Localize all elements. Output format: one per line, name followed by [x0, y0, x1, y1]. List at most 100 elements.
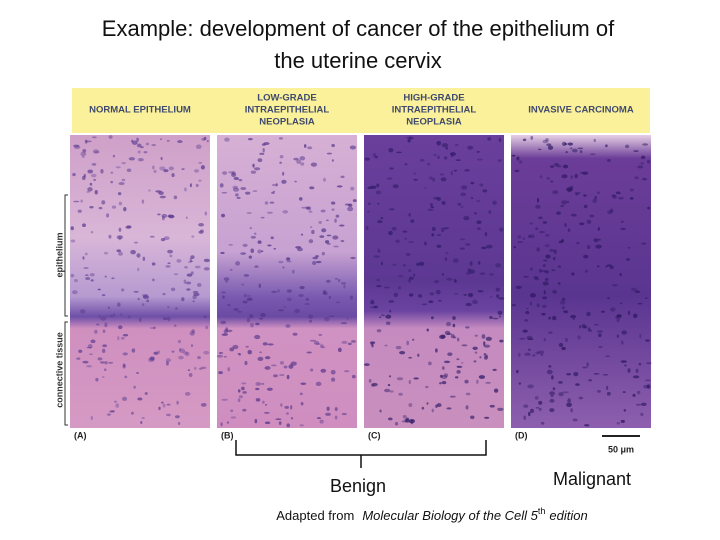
cell-nucleus — [338, 278, 341, 283]
cell-nucleus — [148, 189, 151, 192]
cell-nucleus — [328, 295, 332, 300]
cell-nucleus — [330, 369, 336, 375]
cell-nucleus — [467, 268, 471, 272]
panel-letter: (D) — [515, 430, 528, 440]
cell-nucleus — [567, 399, 572, 403]
cell-nucleus — [230, 416, 237, 419]
cell-nucleus — [405, 419, 410, 423]
cell-nucleus — [163, 169, 169, 173]
cell-nucleus — [101, 200, 106, 205]
cell-nucleus — [159, 195, 166, 199]
cell-nucleus — [430, 206, 435, 209]
cell-nucleus — [626, 257, 631, 261]
cell-nucleus — [472, 299, 478, 305]
cell-nucleus — [561, 297, 566, 302]
cell-nucleus — [445, 146, 448, 150]
cell-nucleus — [121, 288, 125, 292]
cell-nucleus — [137, 267, 140, 272]
cell-nucleus — [616, 422, 621, 425]
cell-nucleus — [544, 277, 549, 281]
cell-nucleus — [272, 374, 279, 378]
cell-nucleus — [474, 351, 478, 354]
cell-nucleus — [519, 160, 523, 164]
cell-nucleus — [159, 166, 166, 171]
cell-nucleus — [375, 190, 382, 195]
side-label: connective tissue — [54, 332, 64, 408]
cell-nucleus — [542, 296, 547, 300]
cell-nucleus — [483, 355, 488, 360]
cell-nucleus — [595, 244, 602, 249]
cell-nucleus — [326, 243, 331, 245]
cell-nucleus — [606, 391, 611, 396]
cell-nucleus — [226, 421, 229, 424]
cell-nucleus — [237, 398, 241, 403]
cell-nucleus — [334, 218, 337, 223]
cell-nucleus — [638, 362, 642, 366]
cell-nucleus — [101, 348, 106, 354]
cell-nucleus — [299, 392, 303, 396]
cell-nucleus — [425, 385, 429, 389]
cell-nucleus — [408, 279, 412, 283]
cell-nucleus — [203, 315, 207, 319]
cell-nucleus — [492, 200, 497, 205]
cell-nucleus — [149, 327, 154, 329]
cell-nucleus — [570, 213, 577, 217]
cell-nucleus — [582, 171, 589, 175]
cell-nucleus — [90, 173, 97, 178]
cell-nucleus — [110, 410, 115, 413]
cell-nucleus — [254, 334, 261, 340]
cell-nucleus — [537, 148, 542, 151]
cell-nucleus — [340, 240, 345, 242]
cell-nucleus — [275, 183, 278, 187]
cell-nucleus — [258, 283, 262, 288]
cell-nucleus — [350, 340, 357, 343]
cell-nucleus — [549, 165, 555, 168]
cell-nucleus — [536, 303, 540, 308]
cell-nucleus — [457, 202, 462, 206]
cell-nucleus — [639, 333, 642, 339]
cell-nucleus — [443, 373, 449, 378]
cell-nucleus — [173, 273, 179, 276]
cell-nucleus — [402, 264, 406, 267]
cell-nucleus — [168, 166, 175, 171]
cell-nucleus — [82, 223, 86, 228]
cell-nucleus — [437, 155, 440, 160]
cell-nucleus — [450, 170, 453, 176]
cell-nucleus — [567, 397, 571, 401]
cell-nucleus — [228, 244, 233, 246]
cell-nucleus — [446, 407, 452, 410]
cell-nucleus — [299, 424, 304, 427]
cell-nucleus — [453, 278, 456, 281]
cell-nucleus — [606, 264, 612, 267]
cell-nucleus — [499, 339, 504, 343]
cell-nucleus — [476, 158, 483, 161]
cell-nucleus — [175, 307, 178, 310]
cell-nucleus — [517, 235, 522, 239]
cell-nucleus — [282, 266, 285, 269]
cell-nucleus — [158, 406, 161, 411]
cell-nucleus — [91, 163, 97, 166]
cell-nucleus — [332, 235, 339, 240]
cell-nucleus — [137, 143, 142, 148]
cell-nucleus — [194, 366, 197, 370]
cell-nucleus — [167, 305, 170, 309]
cell-nucleus — [141, 199, 145, 204]
cell-nucleus — [611, 194, 616, 197]
cell-nucleus — [546, 143, 552, 147]
cell-nucleus — [260, 250, 264, 253]
cell-nucleus — [351, 374, 356, 379]
cell-nucleus — [441, 227, 445, 232]
cell-nucleus — [264, 201, 269, 205]
cell-nucleus — [558, 392, 564, 397]
side-label: epithelium — [54, 232, 64, 277]
cell-nucleus — [205, 325, 209, 330]
cell-nucleus — [244, 191, 251, 195]
cell-nucleus — [570, 147, 573, 150]
cell-nucleus — [583, 194, 587, 197]
cell-nucleus — [131, 140, 138, 145]
cell-nucleus — [126, 225, 132, 229]
cell-nucleus — [477, 290, 484, 293]
cell-nucleus — [371, 382, 378, 387]
cell-nucleus — [537, 350, 545, 355]
